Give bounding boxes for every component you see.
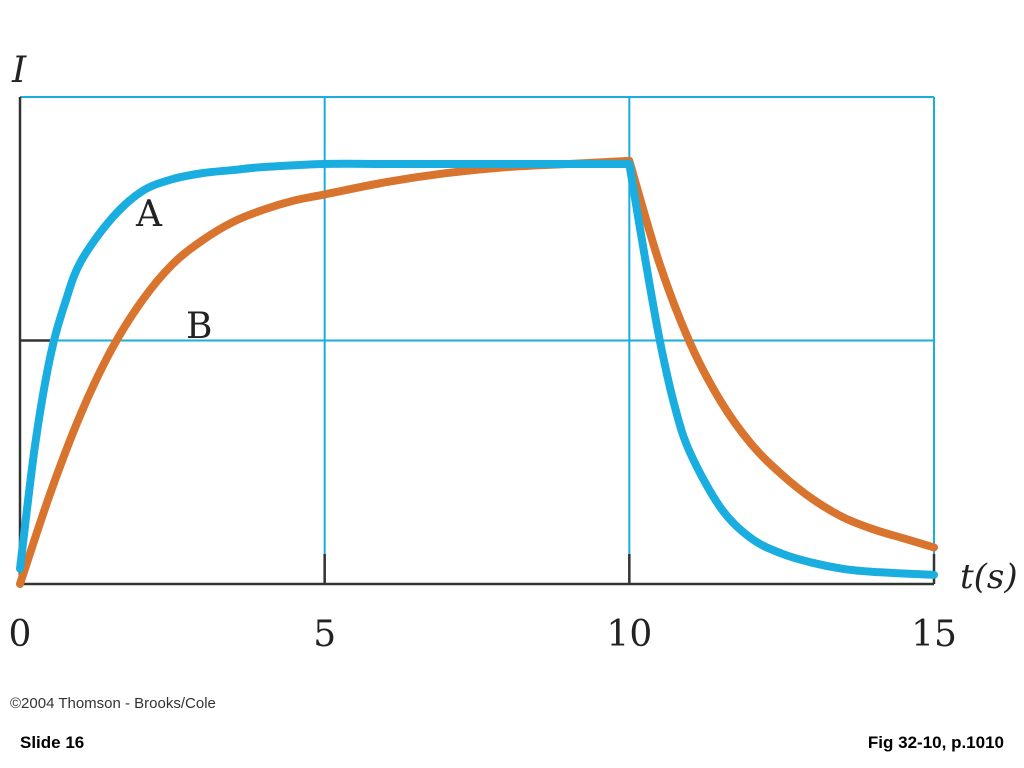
x-axis-label: t(s) xyxy=(960,557,1018,597)
x-tick-label: 15 xyxy=(911,614,957,655)
y-axis-label: I xyxy=(11,50,27,91)
x-tick-label: 5 xyxy=(313,614,336,655)
x-tick-label: 0 xyxy=(9,614,32,655)
series-label-a: A xyxy=(135,194,163,235)
x-tick-label: 10 xyxy=(606,614,652,655)
labels-layer: 0 5 10 15 It(s) A B xyxy=(9,50,1018,655)
figure-reference: Fig 32-10, p.1010 xyxy=(867,733,1004,752)
series-label-b: B xyxy=(186,306,212,347)
series-line-b xyxy=(16,156,938,588)
series-layer xyxy=(16,156,938,588)
series-line-a xyxy=(16,159,938,579)
slide-number: Slide 16 xyxy=(20,733,85,752)
axes xyxy=(18,97,936,586)
chart: 0 5 10 15 It(s) A B xyxy=(9,50,1018,655)
footer-bar xyxy=(0,722,1024,768)
copyright-notice: ©2004 Thomson - Brooks/Cole xyxy=(10,695,216,712)
